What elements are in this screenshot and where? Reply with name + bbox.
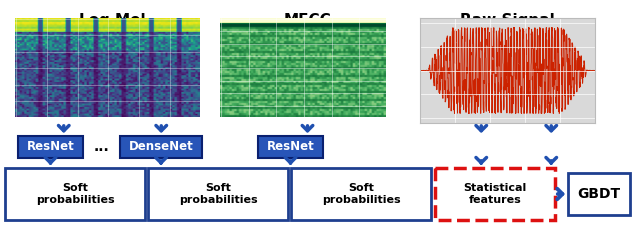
FancyBboxPatch shape <box>18 136 83 158</box>
Text: ...: ... <box>93 140 109 154</box>
Text: Soft
probabilities: Soft probabilities <box>179 183 257 205</box>
FancyBboxPatch shape <box>120 136 202 158</box>
FancyBboxPatch shape <box>5 168 145 220</box>
Text: Statistical
features: Statistical features <box>463 183 527 205</box>
Text: ResNet: ResNet <box>27 141 74 154</box>
Text: Log Mel: Log Mel <box>79 13 146 28</box>
FancyBboxPatch shape <box>258 136 323 158</box>
FancyBboxPatch shape <box>148 168 288 220</box>
FancyBboxPatch shape <box>435 168 555 220</box>
FancyBboxPatch shape <box>291 168 431 220</box>
Text: Soft
probabilities: Soft probabilities <box>36 183 115 205</box>
Text: Raw Signal: Raw Signal <box>460 13 555 28</box>
FancyBboxPatch shape <box>568 173 630 215</box>
Text: Soft
probabilities: Soft probabilities <box>322 183 400 205</box>
Text: DenseNet: DenseNet <box>129 141 193 154</box>
Text: MFCC: MFCC <box>284 13 332 28</box>
Text: GBDT: GBDT <box>577 187 621 201</box>
Text: ResNet: ResNet <box>267 141 314 154</box>
